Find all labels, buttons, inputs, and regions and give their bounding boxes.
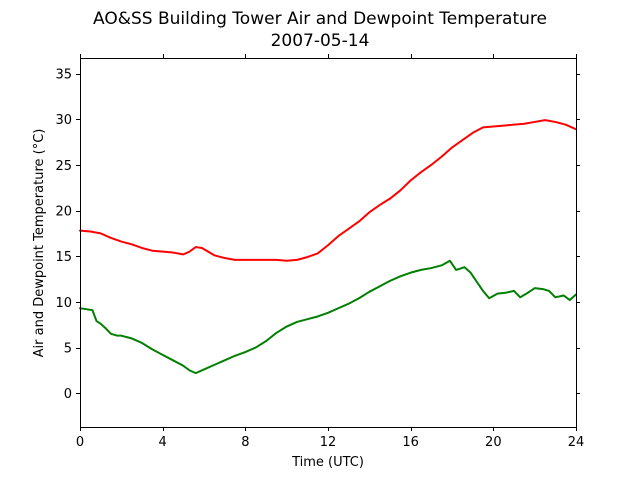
x-tick-label: 24	[568, 435, 585, 450]
y-tick-label: 15	[55, 250, 72, 265]
chart-subtitle: 2007-05-14	[271, 31, 370, 51]
x-axis-label: Time (UTC)	[291, 455, 364, 470]
series-line-2	[79, 259, 577, 375]
chart-title: AO&SS Building Tower Air and Dewpoint Te…	[93, 9, 547, 29]
x-tick-label: 12	[320, 435, 337, 450]
y-tick-label: 5	[64, 342, 72, 357]
x-tick-label: 20	[485, 435, 502, 450]
y-tick-label: 25	[55, 159, 72, 174]
y-tick-label: 30	[55, 113, 72, 128]
tick-layer: 0 4 8 12 16 20 24 0 5 10 15 20 25 30 35	[55, 54, 584, 450]
x-tick-label: 0	[76, 435, 84, 450]
y-tick-label: 35	[55, 68, 72, 83]
y-tick-label: 20	[55, 205, 72, 220]
y-tick-label: 0	[64, 387, 72, 402]
plot-frame	[80, 58, 577, 428]
x-tick-label: 16	[402, 435, 419, 450]
x-tick-label: 8	[241, 435, 249, 450]
series-layer	[79, 119, 577, 375]
x-tick-label: 4	[159, 435, 167, 450]
y-axis-label: Air and Dewpoint Temperature (°C)	[32, 129, 47, 358]
series-line-1	[79, 119, 577, 262]
y-tick-label: 10	[55, 296, 72, 311]
